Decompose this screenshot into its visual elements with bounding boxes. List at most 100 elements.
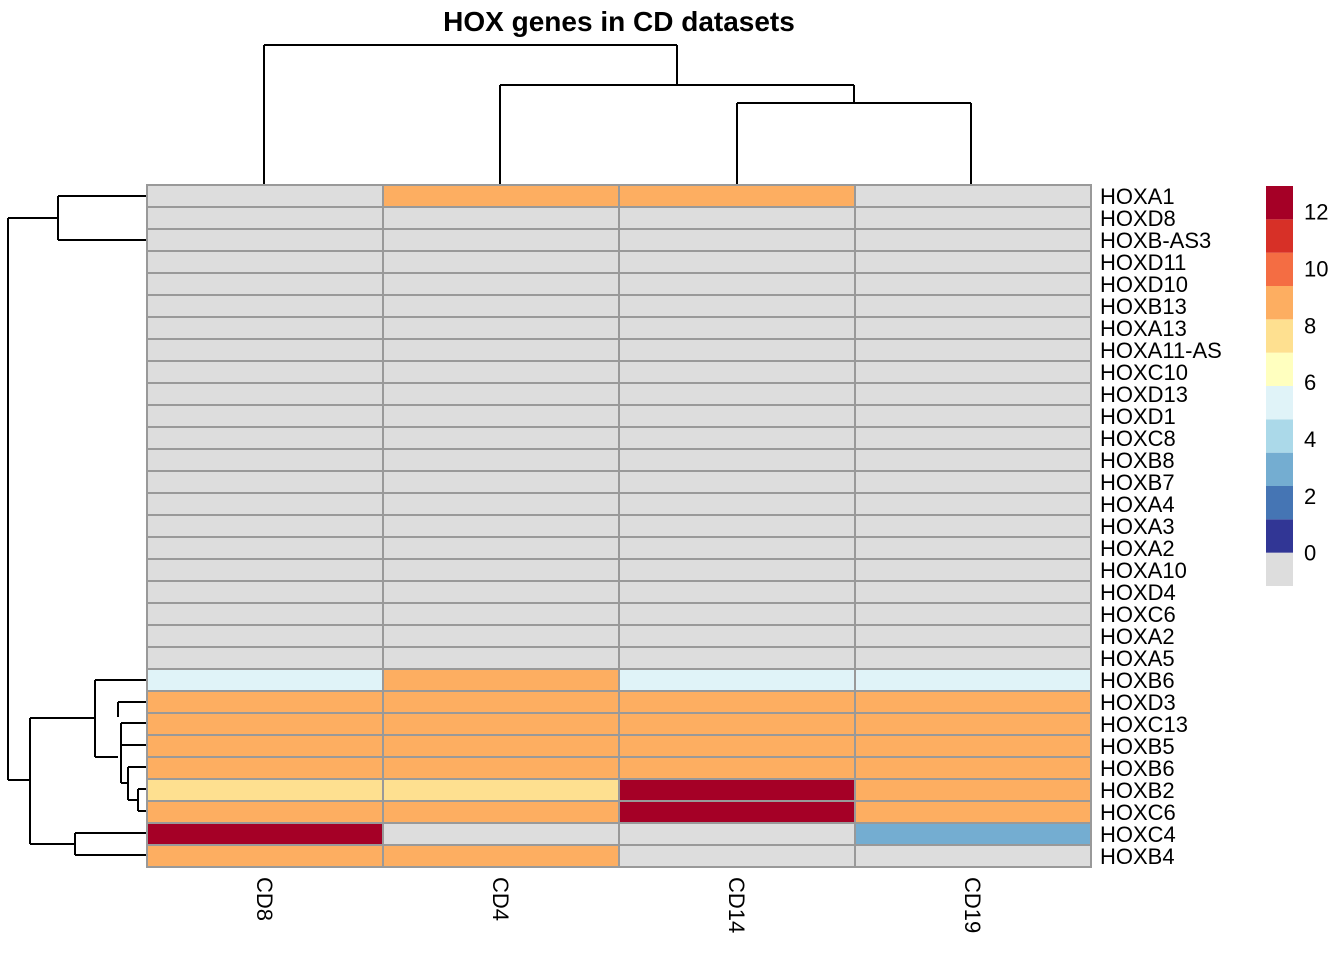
heatmap-cell [854, 404, 1092, 428]
legend-tick-label: 4 [1304, 427, 1316, 452]
heatmap-cell [854, 338, 1092, 362]
heatmap-cell [854, 646, 1092, 670]
heatmap-cell [854, 844, 1092, 868]
heatmap-cell [382, 316, 620, 340]
heatmap-cell [382, 294, 620, 318]
heatmap-cell [382, 558, 620, 582]
heatmap-cell [618, 844, 856, 868]
column-dendrogram [263, 44, 972, 184]
heatmap-cell [146, 580, 384, 604]
heatmap-cell [382, 536, 620, 560]
heatmap-cell [854, 470, 1092, 494]
row-label: HOXC6 [1100, 602, 1176, 627]
heatmap-cell [382, 250, 620, 274]
heatmap-cell [146, 558, 384, 582]
heatmap-cell [146, 756, 384, 780]
heatmap-cell [618, 558, 856, 582]
heatmap-cell [854, 602, 1092, 626]
legend-color-swatch [1266, 519, 1293, 553]
row-dendrogram [7, 195, 146, 856]
heatmap-cell [382, 822, 620, 846]
heatmap-cell [854, 778, 1092, 802]
heatmap-cell [382, 778, 620, 802]
legend-color-swatch [1266, 386, 1293, 420]
heatmap-cell [854, 580, 1092, 604]
legend-tick-label: 6 [1304, 370, 1316, 395]
heatmap-cell [146, 338, 384, 362]
heatmap-cell [854, 690, 1092, 714]
row-label: HOXD1 [1100, 404, 1176, 429]
legend-tick-label: 0 [1304, 541, 1316, 566]
heatmap-cell [146, 360, 384, 384]
heatmap-cell [382, 338, 620, 362]
heatmap-cell [146, 272, 384, 296]
column-label: CD19 [960, 877, 985, 933]
heatmap-cell [854, 712, 1092, 736]
row-label: HOXB4 [1100, 844, 1175, 869]
heatmap-cell [382, 426, 620, 450]
heatmap-cell [618, 184, 856, 208]
heatmap-cell [618, 272, 856, 296]
row-label: HOXA2 [1100, 624, 1175, 649]
heatmap-cell [618, 294, 856, 318]
legend-color-swatch [1266, 186, 1293, 220]
heatmap-cell [618, 712, 856, 736]
heatmap-cell [618, 404, 856, 428]
row-label: HOXC13 [1100, 712, 1188, 737]
row-label: HOXB-AS3 [1100, 228, 1211, 253]
heatmap-cell [382, 668, 620, 692]
heatmap-cell [146, 536, 384, 560]
row-label: HOXA3 [1100, 514, 1175, 539]
row-label: HOXC8 [1100, 426, 1176, 451]
heatmap-cell [146, 316, 384, 340]
heatmap-cell [618, 492, 856, 516]
heatmap-cell [618, 756, 856, 780]
row-label: HOXA10 [1100, 558, 1187, 583]
legend-tick-label: 2 [1304, 484, 1316, 509]
row-label: HOXA2 [1100, 536, 1175, 561]
heatmap-cell [382, 448, 620, 472]
heatmap-cell [146, 822, 384, 846]
heatmap-cell [618, 734, 856, 758]
heatmap-cell [146, 690, 384, 714]
heatmap-cell [618, 822, 856, 846]
legend-color-swatch [1266, 486, 1293, 520]
heatmap-cell [618, 338, 856, 362]
legend-tick-label: 10 [1304, 256, 1328, 281]
legend-tick-label: 12 [1304, 200, 1328, 225]
heatmap-cell [382, 360, 620, 384]
heatmap-cell [854, 272, 1092, 296]
column-label: CD4 [488, 877, 513, 921]
heatmap-cell [382, 470, 620, 494]
heatmap-cell [146, 514, 384, 538]
heatmap-cell [618, 602, 856, 626]
row-label: HOXB6 [1100, 668, 1175, 693]
heatmap-cell [146, 844, 384, 868]
heatmap-cell [146, 184, 384, 208]
row-label: HOXD13 [1100, 382, 1188, 407]
legend-color-swatch [1266, 552, 1293, 586]
heatmap-cell [618, 206, 856, 230]
heatmap-cell [854, 536, 1092, 560]
heatmap-cell [618, 536, 856, 560]
heatmap-cells [146, 184, 1092, 868]
heatmap-cell [618, 448, 856, 472]
row-label: HOXB6 [1100, 756, 1175, 781]
heatmap-cell [618, 250, 856, 274]
row-label: HOXA5 [1100, 646, 1175, 671]
heatmap-cell [382, 690, 620, 714]
row-label: HOXB7 [1100, 470, 1175, 495]
row-label: HOXD11 [1100, 250, 1186, 275]
heatmap-cell [382, 514, 620, 538]
heatmap-cell [854, 624, 1092, 648]
row-label: HOXC4 [1100, 822, 1176, 847]
row-label: HOXA1 [1100, 184, 1175, 209]
heatmap-cell [854, 668, 1092, 692]
heatmap-cell [382, 492, 620, 516]
heatmap-cell [854, 360, 1092, 384]
row-label: HOXD10 [1100, 272, 1188, 297]
heatmap-cell [146, 624, 384, 648]
heatmap-cell [854, 558, 1092, 582]
heatmap-cell [618, 668, 856, 692]
heatmap-cell [618, 778, 856, 802]
